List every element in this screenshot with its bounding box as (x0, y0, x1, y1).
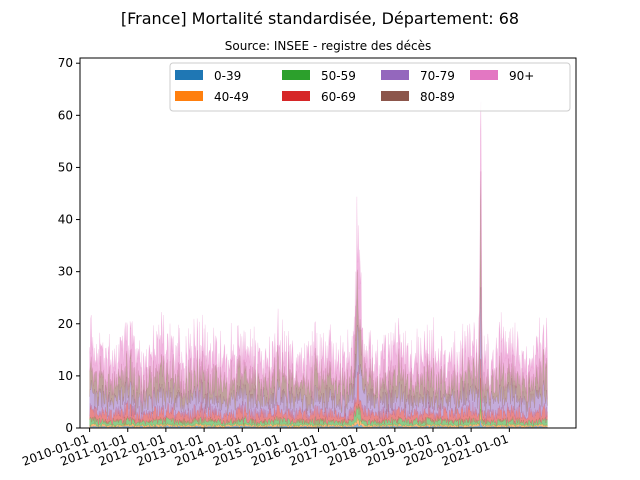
legend-label: 80-89 (420, 90, 455, 104)
y-tick-label: 40 (58, 213, 73, 227)
y-axis: 0 10 20 30 40 50 60 70 (58, 56, 80, 435)
legend-swatch (282, 91, 310, 101)
y-tick-label: 20 (58, 317, 73, 331)
legend-label: 60-69 (321, 90, 356, 104)
y-tick-label: 10 (58, 369, 73, 383)
legend-label: 90+ (509, 69, 534, 83)
y-tick-label: 0 (65, 421, 73, 435)
legend-label: 50-59 (321, 69, 356, 83)
chart-subtitle: Source: INSEE - registre des décès (225, 39, 431, 53)
legend: 0-39 40-49 50-59 60-69 70-79 80-89 90+ (169, 62, 571, 112)
chart-title: [France] Mortalité standardisée, Départe… (121, 9, 519, 28)
axes-frame (79, 57, 577, 429)
legend-swatch (381, 91, 409, 101)
plot-area (79, 57, 577, 429)
y-tick-label: 70 (58, 56, 73, 70)
legend-swatch (175, 91, 203, 101)
y-tick-label: 50 (58, 160, 73, 174)
legend-label: 70-79 (420, 69, 455, 83)
legend-swatch (175, 70, 203, 80)
area-series-90+ (89, 101, 548, 414)
y-tick-label: 30 (58, 265, 73, 279)
legend-swatch (470, 70, 498, 80)
legend-label: 40-49 (214, 90, 249, 104)
y-tick-label: 60 (58, 108, 73, 122)
legend-swatch (381, 70, 409, 80)
legend-swatch (282, 70, 310, 80)
legend-label: 0-39 (214, 69, 241, 83)
